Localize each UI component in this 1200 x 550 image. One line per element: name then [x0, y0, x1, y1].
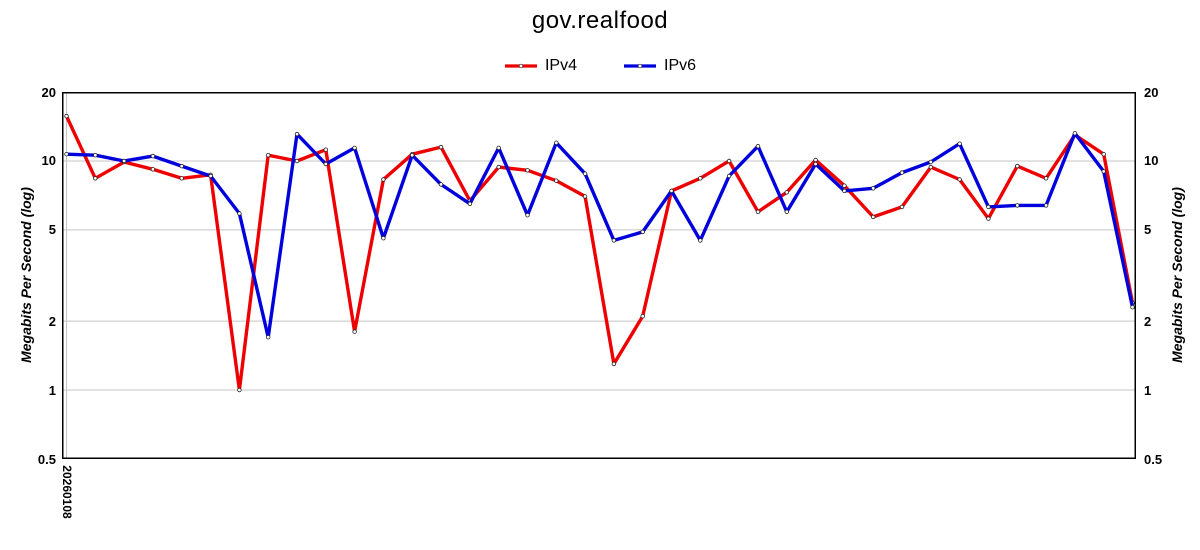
data-point-ipv4	[784, 190, 789, 195]
data-point-ipv6	[1130, 304, 1135, 310]
legend-line-ipv4-icon	[504, 63, 537, 69]
data-point-ipv4	[1015, 163, 1020, 169]
y-tick-left-5: 5	[48, 222, 56, 237]
data-point-ipv4	[899, 204, 905, 210]
data-point-ipv4	[150, 167, 156, 172]
data-point-ipv6	[294, 131, 300, 137]
data-point-ipv4	[64, 113, 69, 119]
data-point-ipv6	[813, 161, 818, 167]
legend-item-ipv6: IPv6	[623, 57, 696, 75]
data-point-ipv6	[640, 229, 645, 235]
data-point-ipv4	[871, 214, 876, 220]
data-point-ipv4	[986, 216, 991, 221]
data-point-ipv4	[265, 153, 271, 158]
data-point-ipv6	[1072, 131, 1078, 136]
data-point-ipv6	[525, 212, 530, 218]
y-tick-left-2: 2	[48, 314, 56, 329]
chart-title: gov.realfood	[531, 7, 669, 34]
data-point-ipv4	[842, 183, 847, 188]
y-tick-right-20: 20	[1144, 85, 1159, 100]
data-point-ipv6	[352, 145, 357, 151]
data-point-ipv6	[986, 204, 991, 210]
data-point-ipv6	[1043, 203, 1049, 208]
y-axis-label-left: Megabits Per Second (log)	[18, 187, 34, 363]
y-tick-right-5: 5	[1144, 222, 1152, 237]
y-tick-right-0.5: 0.5	[1144, 452, 1163, 467]
data-point-ipv6	[179, 163, 184, 169]
y-tick-right-2: 2	[1144, 314, 1152, 329]
y-axis-label-right: Megabits Per Second (log)	[1169, 187, 1185, 363]
chart-legend: IPv4 IPv6	[0, 57, 1200, 75]
data-point-ipv6	[726, 173, 732, 179]
data-point-ipv6	[698, 238, 703, 243]
data-point-ipv6	[669, 188, 674, 194]
data-point-ipv6	[784, 209, 789, 214]
legend-item-ipv4: IPv4	[504, 57, 577, 75]
data-point-ipv4	[813, 157, 818, 163]
data-point-ipv6	[755, 144, 761, 149]
data-point-ipv6	[611, 238, 617, 243]
data-point-ipv6	[93, 153, 98, 158]
legend-label-ipv6: IPv6	[664, 57, 697, 74]
legend-line-ipv6-icon	[624, 63, 656, 69]
data-point-ipv6	[410, 153, 415, 158]
y-tick-left-10: 10	[41, 153, 56, 168]
data-point-ipv4	[957, 177, 962, 182]
data-point-ipv4	[381, 177, 386, 182]
data-point-ipv6	[957, 141, 962, 146]
y-tick-left-1: 1	[48, 383, 56, 398]
data-point-ipv6	[928, 159, 933, 165]
data-point-ipv6	[899, 170, 905, 175]
data-point-ipv4	[582, 194, 588, 199]
data-point-ipv4	[496, 164, 501, 170]
data-point-ipv6	[237, 211, 242, 216]
data-point-ipv4	[755, 209, 761, 214]
y-tick-left-0.5: 0.5	[37, 452, 56, 467]
data-point-ipv4	[294, 158, 300, 164]
plot-area	[62, 92, 1136, 459]
data-point-ipv6	[438, 182, 444, 187]
plot-frame	[62, 92, 1136, 459]
data-point-ipv4	[726, 158, 732, 164]
series-line-ipv4	[64, 114, 1135, 392]
data-point-ipv4	[237, 387, 242, 393]
y-tick-right-1: 1	[1144, 383, 1152, 398]
data-point-ipv4	[611, 361, 617, 367]
data-point-ipv4	[525, 168, 530, 173]
data-point-ipv6	[121, 158, 127, 164]
data-point-ipv6	[582, 171, 588, 176]
data-point-ipv4	[928, 164, 933, 170]
data-point-ipv4	[698, 176, 703, 181]
series-line-ipv6	[64, 131, 1135, 339]
data-point-ipv6	[467, 201, 473, 206]
data-point-ipv4	[438, 144, 444, 150]
data-point-ipv6	[842, 188, 847, 194]
y-tick-left-20: 20	[41, 85, 56, 100]
data-point-ipv6	[323, 161, 328, 167]
data-point-ipv6	[496, 145, 501, 151]
y-tick-right-10: 10	[1144, 153, 1159, 168]
data-point-ipv6	[871, 186, 876, 191]
data-point-ipv4	[640, 313, 645, 319]
data-point-ipv4	[323, 147, 328, 152]
data-point-ipv6	[1101, 169, 1106, 174]
data-point-ipv6	[208, 173, 213, 179]
x-axis-tick-label: 20260108	[60, 465, 74, 519]
legend-label-ipv4: IPv4	[544, 57, 577, 74]
data-point-ipv6	[64, 152, 69, 157]
data-point-ipv6	[1015, 203, 1020, 208]
data-point-ipv6	[381, 235, 386, 241]
data-point-ipv4	[1043, 176, 1049, 181]
data-point-ipv4	[1101, 152, 1106, 157]
data-point-ipv6	[150, 153, 156, 159]
data-point-ipv4	[554, 178, 559, 183]
data-point-ipv4	[179, 176, 184, 181]
data-point-ipv6	[265, 334, 271, 340]
data-point-ipv4	[352, 329, 357, 334]
data-point-ipv4	[93, 176, 98, 181]
data-point-ipv6	[554, 140, 559, 145]
